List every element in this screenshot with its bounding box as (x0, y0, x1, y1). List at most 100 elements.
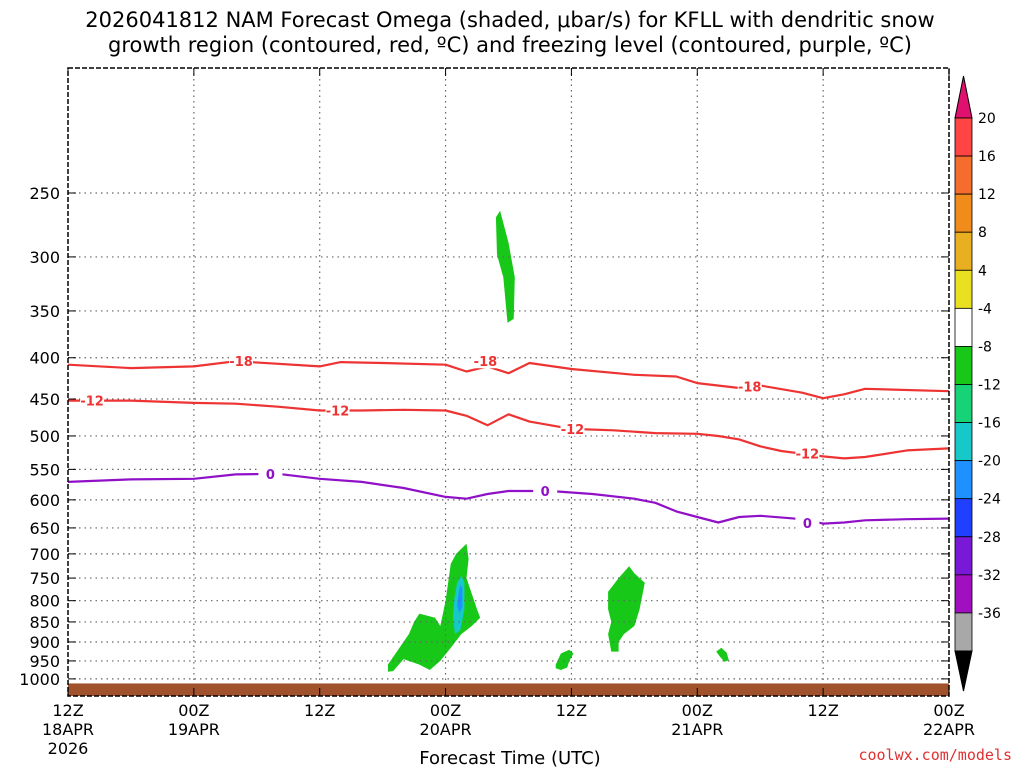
colorbar-swatch (954, 612, 973, 652)
y-tick-label: 300 (29, 248, 60, 267)
x-tick-label: 12Z (556, 701, 587, 720)
colorbar-label: 12 (978, 187, 996, 203)
colorbar-swatch (954, 117, 973, 157)
contour-label-bg (325, 403, 350, 418)
x-axis-label: Forecast Time (UTC) (419, 748, 600, 768)
contour-label: -18 (229, 355, 253, 370)
omega-area-omega-max-20apr (457, 585, 463, 613)
shaded-areas (387, 210, 729, 672)
colorbar-label: -32 (978, 568, 1001, 584)
colorbar-swatch (954, 155, 973, 195)
x-tick-date: 22APR (923, 720, 975, 739)
colorbar-label: -8 (978, 339, 992, 355)
colorbar-label: -36 (978, 606, 1001, 622)
omega-area-omega-main-20apr (387, 543, 481, 672)
contour-label: -12 (80, 395, 104, 410)
x-tick-label: 00Z (933, 701, 964, 720)
colorbar-swatch (954, 269, 973, 309)
colorbar-label: 20 (978, 111, 996, 127)
y-tick-label: 700 (29, 545, 60, 564)
contour-label: -12 (561, 423, 585, 438)
contour-label-bg (258, 466, 283, 481)
contour-label-bg (229, 354, 254, 369)
contour-label-bg (80, 393, 105, 408)
contour-line--18C (67, 360, 950, 400)
colorbar: 20 16 12 8 4 -4 -8 -12 -16 -20 -24 -28 -32 -36 (954, 75, 1001, 692)
terrain-fill (68, 683, 949, 696)
colorbar-label: -28 (978, 530, 1001, 546)
x-tick-label: 00Z (430, 701, 461, 720)
y-axis: 2503003504004505005506006507007508008509… (19, 184, 949, 689)
contour-label-bg (795, 516, 820, 531)
colorbar-bottom-arrow (954, 650, 973, 692)
colorbar-label: -4 (978, 301, 992, 317)
chart-title-line2: growth region (contoured, red, ºC) and f… (108, 33, 912, 57)
colorbar-swatch (954, 498, 973, 538)
contour-label: 0 (266, 468, 275, 483)
colorbar-swatch (954, 384, 973, 423)
contours: -18 -18 -18 -12 -12 -12 -12 0 0 0 (67, 354, 950, 532)
colorbar-swatch (954, 536, 973, 576)
y-tick-label: 350 (29, 302, 60, 321)
omega-area-omega-upper-tropo (495, 210, 515, 323)
contour-label: -12 (326, 405, 350, 420)
y-tick-label: 450 (29, 390, 60, 409)
x-tick-label: 12Z (304, 701, 335, 720)
colorbar-label: -24 (978, 492, 1001, 508)
omega-area-omega-small-21apr (716, 647, 729, 662)
colorbar-label: 4 (978, 263, 987, 279)
omega-area-omega-small-20apr (555, 649, 574, 670)
y-tick-label: 400 (29, 349, 60, 368)
colorbar-swatch (954, 460, 973, 500)
gridlines (68, 68, 949, 696)
contour-label-bg (737, 379, 762, 394)
terrain (68, 683, 949, 696)
plot-frame (67, 67, 950, 697)
y-tick-label: 1000 (19, 670, 60, 689)
colorbar-label: 16 (978, 149, 996, 165)
chart-title-line1: 2026041812 NAM Forecast Omega (shaded, μ… (85, 8, 934, 32)
colorbar-swatch (954, 574, 973, 614)
contour-label-bg (473, 354, 498, 369)
colorbar-label: 8 (978, 225, 987, 241)
contour-label: -18 (474, 355, 498, 370)
y-tick-label: 550 (29, 460, 60, 479)
y-tick-label: 950 (29, 652, 60, 671)
colorbar-top-arrow (954, 75, 973, 119)
x-tick-label: 12Z (807, 701, 838, 720)
contour-label-bg (533, 483, 558, 498)
contour-label-bg (795, 446, 820, 461)
y-tick-label: 800 (29, 592, 60, 611)
y-tick-label: 500 (29, 427, 60, 446)
colorbar-swatch (954, 193, 973, 233)
x-tick-label: 00Z (178, 701, 209, 720)
y-tick-label: 650 (29, 519, 60, 538)
x-tick-date: 20APR (420, 720, 472, 739)
colorbar-label: -12 (978, 378, 1001, 394)
colorbar-label: -20 (978, 454, 1001, 470)
y-tick-label: 850 (29, 613, 60, 632)
x-tick-label: 00Z (682, 701, 713, 720)
colorbar-label: -16 (978, 416, 1001, 432)
colorbar-swatch (954, 307, 973, 347)
omega-area-omega-mid-20apr (608, 566, 645, 652)
colorbar-swatch (954, 346, 973, 385)
y-tick-label: 750 (29, 569, 60, 588)
colorbar-swatch (954, 422, 973, 462)
contour-label: -18 (738, 380, 762, 395)
y-tick-label: 900 (29, 633, 60, 652)
y-tick-label: 600 (29, 491, 60, 510)
y-tick-label: 250 (29, 184, 60, 203)
contour-label-bg (560, 421, 585, 436)
x-tick-date: 21APR (671, 720, 723, 739)
colorbar-swatch (954, 231, 973, 271)
x-tick-date: 19APR (168, 720, 220, 739)
contour-label: 0 (541, 485, 550, 500)
x-tick-date: 18APR (42, 720, 94, 739)
x-tick-year: 2026 (48, 739, 89, 758)
contour-label: -12 (796, 448, 820, 463)
contour-label: 0 (803, 517, 812, 532)
x-tick-label: 12Z (52, 701, 83, 720)
